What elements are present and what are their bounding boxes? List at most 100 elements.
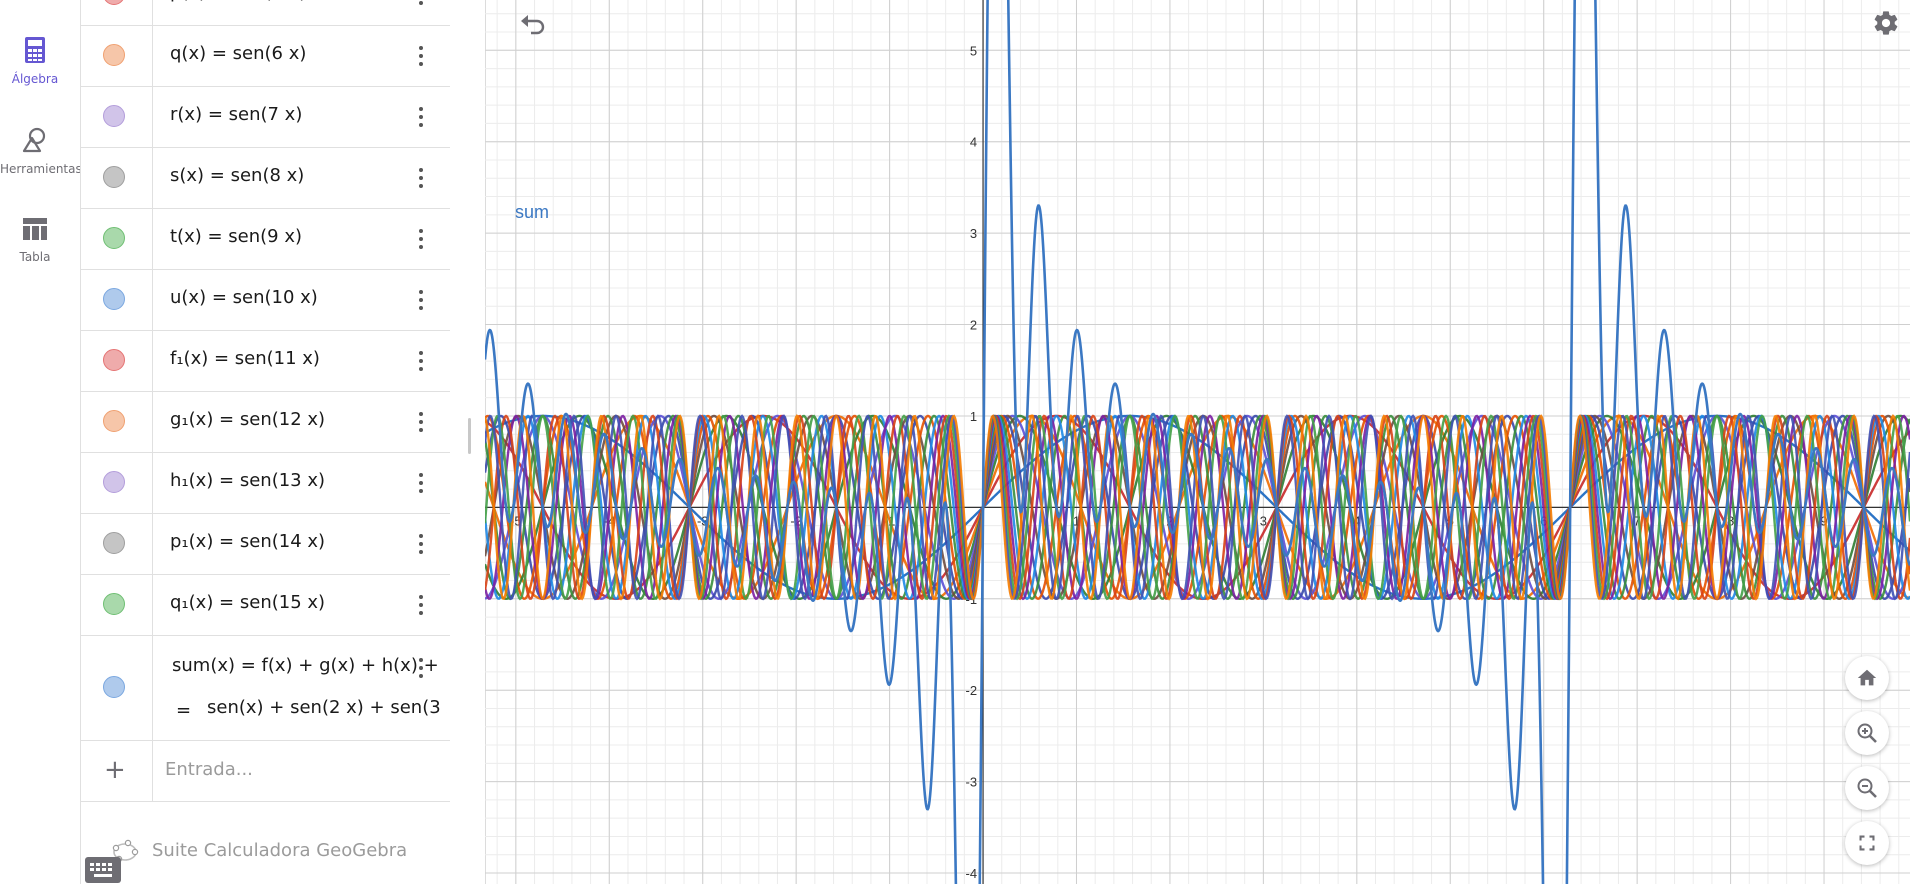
- function-expression[interactable]: g₁(x) = sen(12 x): [170, 409, 326, 430]
- more-options-button[interactable]: [411, 288, 431, 312]
- zoom-in-icon: [1857, 723, 1877, 743]
- algebra-row-t[interactable]: t(x) = sen(9 x): [80, 208, 450, 270]
- settings-button[interactable]: [1872, 9, 1900, 37]
- function-expression[interactable]: u(x) = sen(10 x): [170, 287, 318, 308]
- tab-algebra[interactable]: Álgebra: [0, 36, 70, 86]
- visibility-marble[interactable]: [103, 471, 125, 493]
- x-tick-label: 9: [1820, 513, 1827, 528]
- visibility-marble[interactable]: [103, 166, 125, 188]
- visibility-marble[interactable]: [103, 105, 125, 127]
- function-expression[interactable]: h₁(x) = sen(13 x): [170, 470, 326, 491]
- y-tick-label: -4: [965, 866, 977, 881]
- function-curve: [483, 414, 1910, 601]
- visibility-marble[interactable]: [103, 593, 125, 615]
- algebra-input[interactable]: Entrada...: [165, 759, 253, 780]
- x-tick-label: 1: [1073, 513, 1080, 528]
- marble-column: [80, 147, 153, 208]
- keyboard-button[interactable]: [85, 857, 121, 883]
- visibility-marble[interactable]: [103, 288, 125, 310]
- algebra-row-sum[interactable]: sum(x) = f(x) + g(x) + h(x) + = sen(x) +…: [80, 636, 450, 741]
- y-tick-label: 3: [970, 226, 977, 241]
- more-options-button[interactable]: [411, 105, 431, 129]
- y-tick-label: 2: [970, 318, 977, 333]
- marble-column: [80, 513, 153, 574]
- function-expression[interactable]: q₁(x) = sen(15 x): [170, 592, 326, 613]
- function-expression[interactable]: f₁(x) = sen(11 x): [170, 348, 320, 369]
- splitter-handle[interactable]: [468, 418, 471, 454]
- add-icon[interactable]: +: [104, 755, 126, 785]
- algebra-row-r[interactable]: r(x) = sen(7 x): [80, 86, 450, 148]
- visibility-marble[interactable]: [103, 227, 125, 249]
- more-options-button[interactable]: [411, 0, 431, 7]
- algebra-row-q[interactable]: q(x) = sen(6 x): [80, 25, 450, 87]
- algebra-row-p1[interactable]: p₁(x) = sen(14 x): [80, 513, 450, 575]
- more-options-button[interactable]: [411, 656, 431, 680]
- marble-column: [80, 86, 153, 147]
- app-title: Suite Calculadora GeoGebra: [152, 840, 408, 861]
- tab-tools-label: Herramientas: [0, 162, 82, 176]
- home-button[interactable]: [1845, 656, 1889, 700]
- function-curve: [483, 414, 1910, 601]
- y-tick-label: 4: [970, 135, 977, 150]
- more-options-button[interactable]: [411, 227, 431, 251]
- zoom-in-button[interactable]: [1845, 711, 1889, 755]
- more-options-button[interactable]: [411, 410, 431, 434]
- function-expression[interactable]: q(x) = sen(6 x): [170, 43, 307, 64]
- visibility-marble[interactable]: [103, 0, 125, 5]
- input-plus-column: +: [80, 741, 153, 801]
- function-expression[interactable]: t(x) = sen(9 x): [170, 226, 303, 247]
- x-tick-label: 3: [1260, 513, 1267, 528]
- marble-column: [80, 25, 153, 86]
- function-expression[interactable]: p(x) = sen(5 x): [170, 0, 306, 3]
- calculator-icon: [25, 37, 45, 63]
- algebra-row-q1[interactable]: q₁(x) = sen(15 x): [80, 574, 450, 636]
- graphics-view[interactable]: -5 -4 -3 -2 -1 1 2 3 4 5 6 7 8 9 5 4 3 2 1 -1 -2 -3 -4 sum: [483, 0, 1910, 888]
- algebra-input-row[interactable]: + Entrada...: [80, 741, 450, 802]
- function-expression[interactable]: p₁(x) = sen(14 x): [170, 531, 326, 552]
- visibility-marble[interactable]: [103, 532, 125, 554]
- marble-column: [80, 0, 153, 25]
- marble-column: [80, 330, 153, 391]
- home-icon: [1857, 669, 1877, 686]
- marble-column: [80, 574, 153, 635]
- visibility-marble[interactable]: [103, 676, 125, 698]
- visibility-marble[interactable]: [103, 44, 125, 66]
- zoom-out-button[interactable]: [1845, 766, 1889, 810]
- table-icon: [23, 218, 47, 240]
- algebra-row-u[interactable]: u(x) = sen(10 x): [80, 269, 450, 331]
- algebra-row-g1[interactable]: g₁(x) = sen(12 x): [80, 391, 450, 453]
- fullscreen-button[interactable]: [1845, 821, 1889, 865]
- y-tick-label: 1: [970, 409, 977, 424]
- more-options-button[interactable]: [411, 349, 431, 373]
- marble-column: [80, 636, 153, 740]
- algebra-row-p[interactable]: p(x) = sen(5 x): [80, 0, 450, 26]
- sum-equals-sign: =: [176, 700, 192, 721]
- x-tick-label: 7: [1634, 513, 1641, 528]
- tab-tools[interactable]: Herramientas: [0, 126, 82, 176]
- visibility-marble[interactable]: [103, 349, 125, 371]
- sum-definition[interactable]: sum(x) = f(x) + g(x) + h(x) +: [172, 655, 439, 676]
- keyboard-icon: [90, 863, 112, 877]
- more-options-button[interactable]: [411, 532, 431, 556]
- fullscreen-icon: [1859, 835, 1875, 851]
- algebra-row-f1[interactable]: f₁(x) = sen(11 x): [80, 330, 450, 392]
- function-expression[interactable]: s(x) = sen(8 x): [170, 165, 305, 186]
- more-options-button[interactable]: [411, 471, 431, 495]
- marble-column: [80, 391, 153, 452]
- sum-curve: [483, 0, 1910, 888]
- more-options-button[interactable]: [411, 44, 431, 68]
- algebra-row-h1[interactable]: h₁(x) = sen(13 x): [80, 452, 450, 514]
- algebra-row-s[interactable]: s(x) = sen(8 x): [80, 147, 450, 209]
- function-expression[interactable]: r(x) = sen(7 x): [170, 104, 303, 125]
- tab-algebra-label: Álgebra: [11, 72, 59, 86]
- undo-button[interactable]: [517, 10, 549, 40]
- sum-value: sen(x) + sen(2 x) + sen(3 x): [207, 697, 447, 718]
- x-tick-label: 8: [1727, 513, 1734, 528]
- tab-table[interactable]: Tabla: [0, 216, 70, 264]
- more-options-button[interactable]: [411, 593, 431, 617]
- y-tick-label: -3: [965, 775, 977, 790]
- marble-column: [80, 269, 153, 330]
- more-options-button[interactable]: [411, 166, 431, 190]
- visibility-marble[interactable]: [103, 410, 125, 432]
